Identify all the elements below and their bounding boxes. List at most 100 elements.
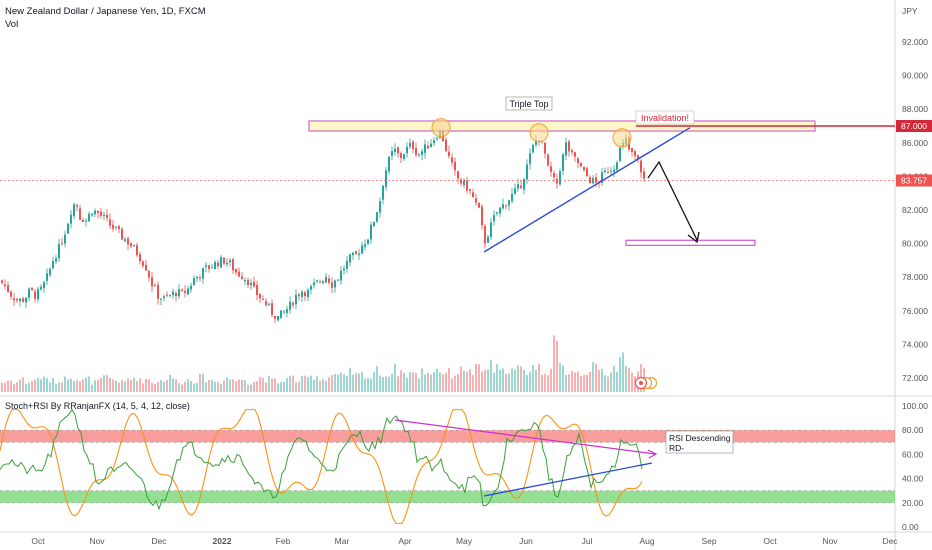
volume-bar	[154, 383, 156, 392]
candle-body	[73, 204, 75, 217]
volume-bar	[343, 374, 345, 392]
time-tick-label: May	[456, 536, 473, 546]
candle-body	[127, 238, 129, 245]
volume-bar	[283, 381, 285, 392]
volume-bar	[439, 372, 441, 392]
candle-body	[604, 170, 606, 173]
candle-body	[331, 282, 333, 288]
time-tick-label: Dec	[151, 536, 167, 546]
volume-bar	[403, 372, 405, 392]
volume-bar	[34, 379, 36, 392]
volume-bar	[55, 384, 57, 392]
candle-body	[634, 151, 636, 156]
candle-body	[163, 296, 165, 299]
candle-body	[187, 288, 189, 295]
volume-bar	[244, 380, 246, 392]
candle-body	[415, 148, 417, 155]
volume-bar	[442, 374, 444, 392]
symbol-title[interactable]: New Zealand Dollar / Japanese Yen, 1D, F…	[5, 6, 206, 17]
time-tick-label: Mar	[335, 536, 350, 546]
volume-bar	[226, 377, 228, 392]
candle-body	[553, 173, 555, 178]
chart-annotations[interactable]: Triple Top Invalidation!	[0, 96, 895, 390]
volume-bar	[52, 377, 54, 392]
volume-bar	[469, 369, 471, 392]
volume-bar	[139, 378, 141, 392]
candlestick-series[interactable]	[1, 124, 645, 324]
current-price-label: 83.757	[901, 175, 927, 185]
volume-bar	[559, 362, 561, 392]
volume-bar	[220, 384, 222, 392]
volume-bar	[307, 377, 309, 392]
volume-bar	[589, 371, 591, 392]
time-axis[interactable]: Oct Nov Dec 2022 Feb Mar Apr May Jun Jul Aug Sep Oct…	[31, 536, 898, 546]
candle-body	[61, 243, 63, 245]
candle-body	[601, 172, 603, 183]
candle-body	[421, 151, 423, 155]
volume-bar	[364, 378, 366, 392]
candle-body	[583, 166, 585, 170]
volume-bar	[310, 375, 312, 392]
indicator-label[interactable]: Stoch+RSI By RRanjanFX (14, 5, 4, 12, cl…	[5, 401, 190, 411]
volume-bar	[145, 378, 147, 392]
rsi-descending-box	[665, 430, 734, 454]
candle-body	[244, 280, 246, 282]
volume-bar	[118, 382, 120, 392]
volume-bar	[292, 375, 294, 392]
candle-body	[172, 291, 174, 296]
time-tick-label: Feb	[276, 536, 291, 546]
candle-body	[1, 280, 3, 283]
candle-body	[280, 310, 282, 318]
candle-body	[514, 188, 516, 194]
candle-body	[529, 153, 531, 164]
candle-body	[211, 267, 213, 269]
candle-body	[607, 172, 609, 174]
candle-body	[100, 211, 102, 216]
candle-body	[121, 228, 123, 240]
volume-bar	[631, 372, 633, 392]
oversold-band	[0, 490, 895, 503]
volume-bar	[76, 380, 78, 392]
candle-body	[67, 223, 69, 234]
candle-body	[289, 301, 291, 310]
time-tick-label: Aug	[639, 536, 654, 546]
volume-bar	[223, 380, 225, 392]
volume-bar	[349, 367, 351, 392]
volume-bar	[337, 374, 339, 392]
volume-bar	[574, 372, 576, 392]
rsi-bands	[0, 429, 895, 504]
candle-body	[190, 285, 192, 290]
candle-body	[637, 155, 639, 160]
volume-bar	[478, 364, 480, 392]
volume-bar	[166, 380, 168, 392]
volume-bar	[379, 375, 381, 392]
top-marker-circle	[431, 118, 451, 138]
rd-label: RD-	[669, 443, 684, 453]
candle-body	[25, 297, 27, 303]
candle-body	[139, 254, 141, 262]
rsi-divergence-line	[394, 419, 656, 455]
candle-body	[433, 140, 435, 144]
candle-body	[466, 180, 468, 191]
candle-body	[532, 145, 534, 153]
rsi-support-line	[483, 462, 653, 497]
price-tick-label: 90.000	[902, 71, 928, 81]
volume-bar	[334, 373, 336, 392]
volume-bar	[88, 376, 90, 392]
volume-bar	[598, 369, 600, 392]
candle-body	[418, 154, 420, 156]
candle-body	[229, 260, 231, 263]
price-axis[interactable]: 92.00090.00088.00086.00084.00082.00080.0…	[896, 37, 932, 532]
volume-bar	[106, 374, 108, 392]
volume-bar	[208, 379, 210, 392]
candle-body	[262, 298, 264, 300]
volume-bar	[409, 371, 411, 392]
candle-body	[199, 277, 201, 279]
candle-body	[361, 245, 363, 254]
candle-body	[460, 179, 462, 184]
volume-bar	[163, 381, 165, 392]
candle-body	[412, 141, 414, 150]
candle-body	[253, 281, 255, 287]
volume-bar	[457, 374, 459, 392]
